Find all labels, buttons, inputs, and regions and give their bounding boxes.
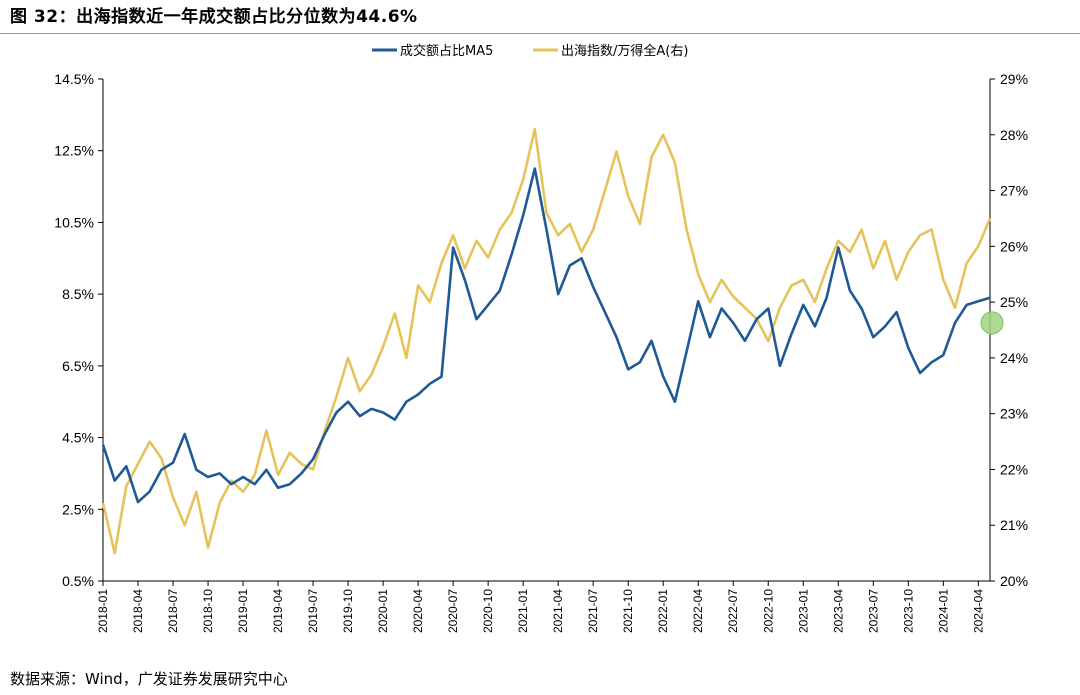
left-axis-ticks: 0.5% 2.5% 4.5% 6.5% 8.5% 10.5% 12.5% 14.5% xyxy=(54,71,103,589)
right-tick-label: 20% xyxy=(1000,573,1028,589)
left-tick-label: 14.5% xyxy=(54,71,94,87)
left-tick-label: 6.5% xyxy=(62,358,94,374)
x-tick-label: 2022-07 xyxy=(726,589,740,633)
x-tick-label: 2019-07 xyxy=(306,589,320,633)
x-tick-label: 2018-10 xyxy=(201,589,215,633)
x-tick-label: 2019-01 xyxy=(236,589,250,633)
chart-axes xyxy=(102,79,991,582)
title-divider xyxy=(0,33,1080,34)
series-line-index-ratio xyxy=(101,127,992,555)
right-tick-label: 21% xyxy=(1000,517,1028,533)
right-tick-label: 27% xyxy=(1000,183,1028,199)
right-tick-label: 23% xyxy=(1000,406,1028,422)
x-tick-label: 2021-01 xyxy=(516,589,530,633)
marker-layer xyxy=(980,311,1004,335)
x-tick-label: 2022-01 xyxy=(656,589,670,633)
left-tick-label: 2.5% xyxy=(62,501,94,517)
x-tick-label: 2020-01 xyxy=(376,589,390,633)
left-tick-label: 12.5% xyxy=(54,143,94,159)
legend-label-ma5: 成交额占比MA5 xyxy=(400,43,493,59)
x-tick-label: 2020-10 xyxy=(481,589,495,633)
x-tick-label: 2018-01 xyxy=(96,589,110,633)
x-tick-label: 2020-04 xyxy=(411,589,425,633)
right-tick-label: 24% xyxy=(1000,350,1028,366)
x-tick-label: 2022-04 xyxy=(691,589,705,633)
right-tick-label: 22% xyxy=(1000,461,1028,477)
legend-label-index-ratio: 出海指数/万得全A(右) xyxy=(561,43,688,59)
x-tick-label: 2018-07 xyxy=(166,589,180,633)
right-tick-label: 26% xyxy=(1000,238,1028,254)
x-tick-label: 2020-07 xyxy=(446,589,460,633)
x-tick-label: 2024-01 xyxy=(936,589,950,633)
data-source-note: 数据来源：Wind，广发证券发展研究中心 xyxy=(10,670,288,688)
x-tick-label: 2021-04 xyxy=(551,589,565,633)
x-tick-label: 2018-04 xyxy=(131,589,145,633)
series-layer xyxy=(101,127,992,555)
right-tick-label: 29% xyxy=(1000,71,1028,87)
x-tick-label: 2019-10 xyxy=(341,589,355,633)
right-tick-label: 25% xyxy=(1000,294,1028,310)
left-tick-label: 4.5% xyxy=(62,430,94,446)
x-tick-label: 2023-10 xyxy=(901,589,915,633)
figure-title: 图 32：出海指数近一年成交额占比分位数为44.6% xyxy=(10,7,418,27)
x-tick-label: 2021-10 xyxy=(621,589,635,633)
x-tick-label: 2022-10 xyxy=(761,589,775,633)
highlight-marker xyxy=(980,311,1004,335)
x-tick-label: 2023-04 xyxy=(831,589,845,633)
x-tick-label: 2021-07 xyxy=(586,589,600,633)
left-tick-label: 8.5% xyxy=(62,286,94,302)
left-tick-label: 0.5% xyxy=(62,573,94,589)
right-tick-label: 28% xyxy=(1000,127,1028,143)
series-line-ma5 xyxy=(101,167,991,504)
x-tick-label: 2019-04 xyxy=(271,589,285,633)
x-tick-label: 2023-01 xyxy=(796,589,810,633)
left-tick-label: 10.5% xyxy=(54,214,94,230)
x-axis-ticks: 2018-01 2018-04 2018-07 2018-10 2019-01 2019-… xyxy=(96,581,985,633)
x-tick-label: 2024-04 xyxy=(971,589,985,633)
x-tick-label: 2023-07 xyxy=(866,589,880,633)
chart-legend: 成交额占比MA5 出海指数/万得全A(右) xyxy=(372,43,688,59)
right-axis-ticks: 20% 21% 22% 23% 24% 25% 26% 27% 28% 29% xyxy=(990,71,1028,589)
